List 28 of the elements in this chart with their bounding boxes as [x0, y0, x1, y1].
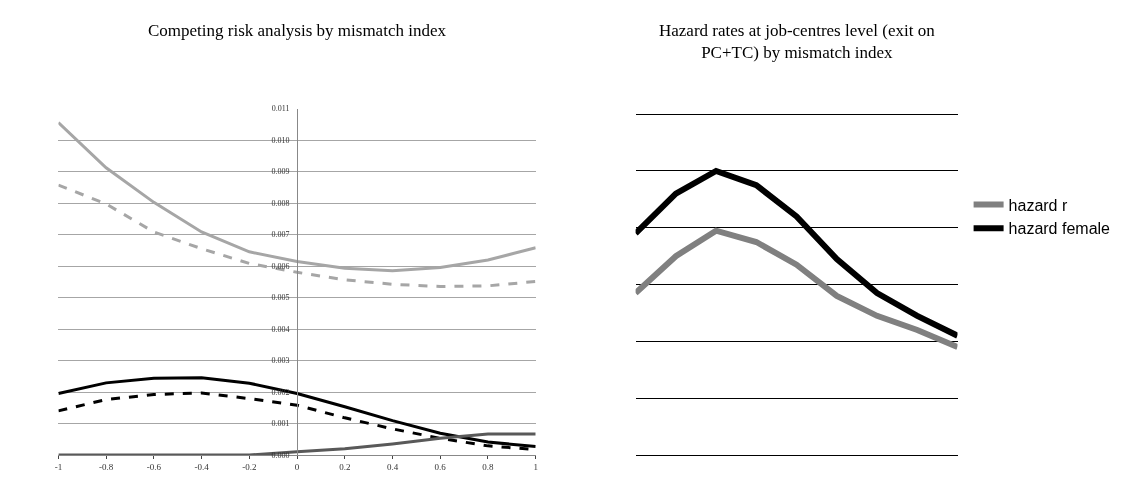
y-tick-label: 0.006	[271, 261, 290, 271]
x-tick-label: 0.2	[339, 461, 351, 472]
y-tick-label: 0.011	[271, 104, 290, 114]
line-series	[58, 183, 536, 288]
x-tick-label: 0.6	[434, 461, 447, 472]
y-tick-label: 0.003	[271, 356, 290, 366]
y-tick-label: 0.009	[271, 167, 290, 177]
y-tick-label: 0.005	[271, 293, 290, 303]
legend-label: hazard female	[1008, 220, 1111, 238]
x-tick-label: 0	[294, 461, 300, 472]
x-tick-label: 1	[533, 461, 538, 472]
y-tick-label: 0.007	[271, 230, 290, 240]
x-tick-label: -0.4	[194, 461, 210, 472]
x-tick-label: -0.6	[146, 461, 162, 472]
x-tick-label: -0.2	[242, 461, 257, 472]
y-tick-label: 0.001	[271, 419, 290, 429]
chart-title: Competing risk analysis by mismatch index	[148, 21, 447, 40]
line-series	[58, 121, 536, 273]
x-tick-label: 0.8	[482, 461, 495, 472]
legend-label: hazard r	[1008, 196, 1068, 214]
x-tick-label: -0.8	[99, 461, 114, 472]
x-tick-label: -1	[54, 461, 63, 472]
y-tick-label: 0.010	[271, 135, 290, 145]
y-tick-label: 0.008	[271, 198, 290, 208]
chart-title: Hazard rates at job-centres level (exit on PC+TC) by mismatch index	[659, 21, 936, 63]
y-tick-label: 0.004	[271, 324, 290, 334]
x-tick-label: 0.4	[386, 461, 399, 472]
line-series	[58, 376, 536, 448]
